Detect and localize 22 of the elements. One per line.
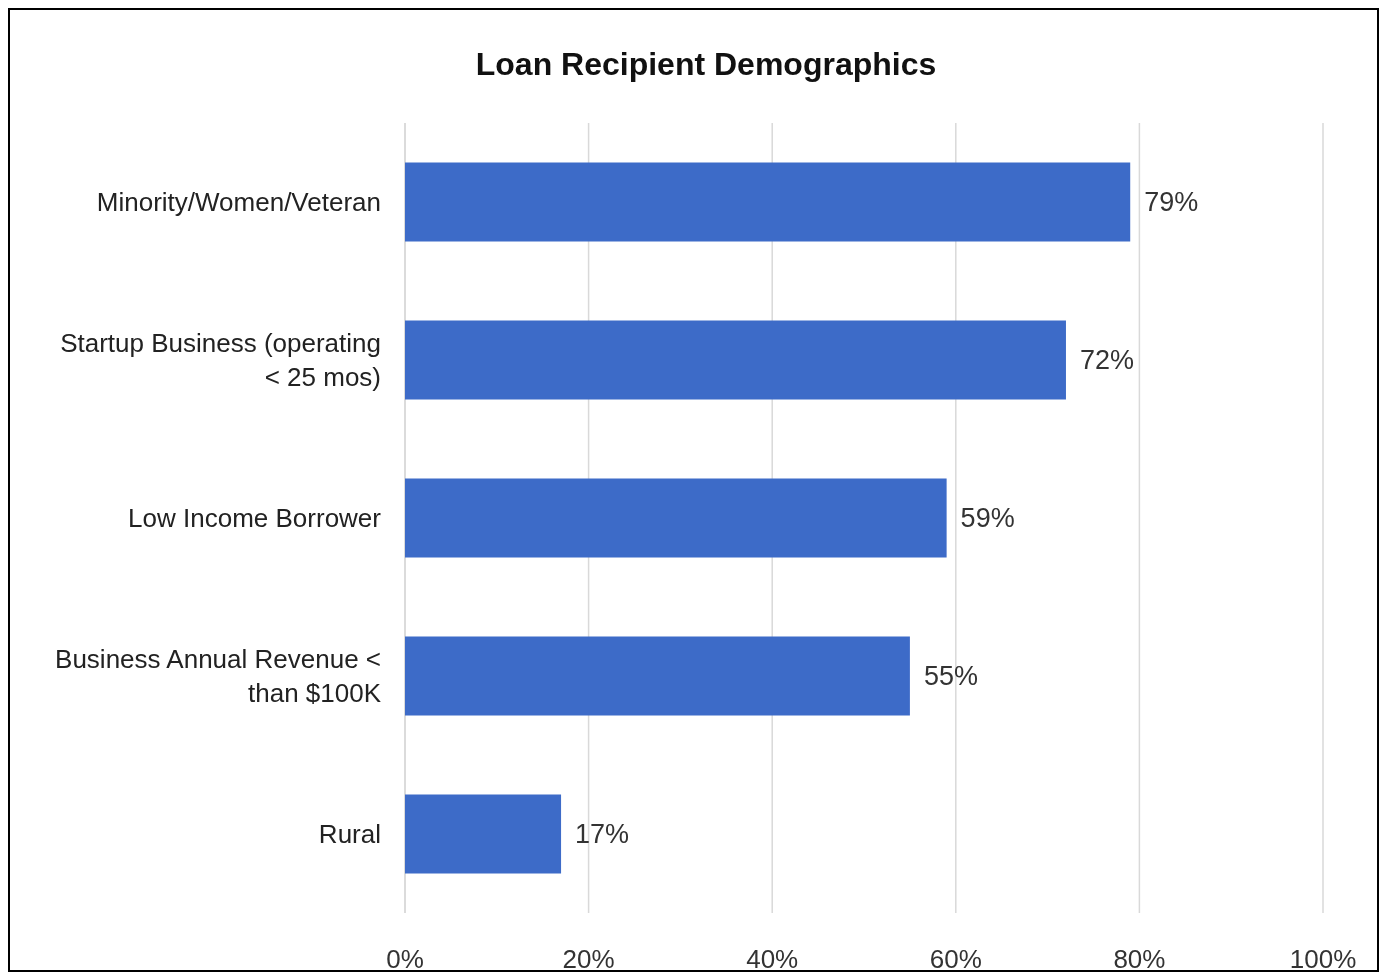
- y-tick-label: Minority/Women/Veteran: [96, 187, 381, 217]
- x-tick-label: 60%: [929, 944, 982, 974]
- data-label: 17%: [575, 819, 630, 849]
- x-tick-label: 40%: [746, 944, 799, 974]
- data-label: 79%: [1144, 187, 1199, 217]
- bar: [405, 636, 910, 716]
- y-tick-label: Rural: [318, 819, 381, 849]
- x-tick-label: 0%: [386, 944, 424, 974]
- bar: [405, 162, 1131, 242]
- y-tick-label: Low Income Borrower: [128, 503, 382, 533]
- data-label: 72%: [1079, 345, 1135, 375]
- data-label: 59%: [960, 503, 1015, 533]
- x-tick-label: 20%: [562, 944, 615, 974]
- bar: [405, 320, 1066, 400]
- bar: [405, 794, 562, 874]
- x-tick-label: 80%: [1113, 944, 1166, 974]
- y-tick-label: Business Annual Revenue < than $100K: [55, 644, 382, 708]
- bar: [405, 478, 947, 558]
- chart-title: Loan Recipient Demographics: [475, 46, 937, 82]
- x-tick-label: 100%: [1289, 944, 1357, 974]
- data-label: 55%: [923, 661, 978, 691]
- y-tick-label: Startup Business (operating < 25 mos): [60, 328, 381, 392]
